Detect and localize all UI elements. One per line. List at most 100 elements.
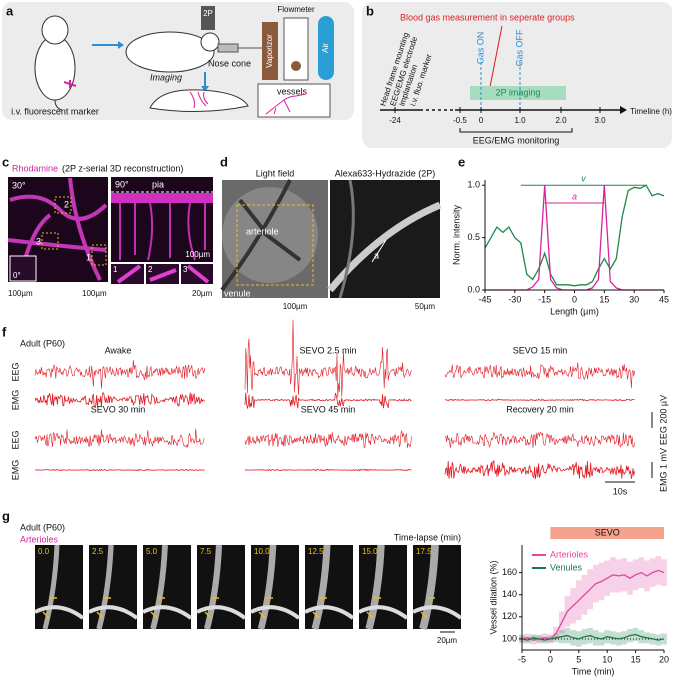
image-title: Alexa633-Hydrazide (2P)	[335, 168, 436, 178]
x-tick-label: -15	[538, 294, 551, 304]
trace	[444, 362, 635, 389]
scale-label: 100µm	[82, 289, 107, 298]
nose-cone	[217, 43, 239, 53]
timeline-title: Timeline (h)	[630, 107, 672, 116]
age-label: Adult (P60)	[20, 522, 65, 532]
vessel	[34, 605, 85, 620]
monitoring-bracket	[459, 128, 573, 133]
vessel	[338, 179, 355, 299]
y-tick-label: 0.5	[467, 232, 480, 242]
vessel	[116, 264, 210, 284]
frame-label: 7.5	[200, 547, 212, 556]
frame-label: 10.0	[254, 547, 270, 556]
mouse-body	[34, 35, 76, 101]
y-axis-title: Vessel dilation (%)	[488, 560, 498, 634]
frame-label: 17.5	[416, 547, 432, 556]
imaging-bar	[470, 86, 566, 100]
y-tick-label: 160	[502, 567, 517, 577]
vessels-box	[257, 83, 331, 118]
gas-line	[480, 62, 521, 108]
x-tick-label: 20	[659, 654, 669, 664]
x-tick-label: 15	[599, 294, 609, 304]
venule-label: venule	[224, 288, 251, 298]
vessel	[412, 605, 463, 620]
arrow-head	[620, 106, 627, 114]
vessel	[304, 605, 355, 620]
roi	[91, 244, 107, 266]
scale-label: 100µm	[283, 302, 308, 311]
panel-label: d	[220, 154, 228, 169]
x-tick-label: -5	[518, 654, 526, 664]
trace	[34, 391, 205, 408]
vessel-tree	[265, 93, 307, 115]
marker	[258, 597, 273, 619]
air-tank	[318, 16, 334, 80]
microscope	[201, 6, 215, 30]
line-profile	[371, 239, 387, 263]
trace	[34, 428, 205, 448]
frames: 0.0 2.5 5.0 7.5 10.0 12.5 15.0 17.5	[34, 544, 463, 630]
gas-off-label: Gas OFF	[514, 29, 524, 67]
panel-label: c	[2, 154, 9, 169]
x-tick-label: 0	[548, 654, 553, 664]
vessel	[311, 544, 331, 630]
vaporizor-label: Vaporizor	[265, 34, 274, 68]
mouse-side-head	[200, 32, 220, 52]
blood-gas-arrow	[488, 25, 503, 93]
marker	[96, 597, 111, 619]
frame-label: 15.0	[362, 547, 378, 556]
frame	[89, 545, 137, 629]
trace	[244, 392, 412, 410]
vessel	[358, 605, 409, 620]
scale-label: 20µm	[437, 636, 458, 645]
timeline-tick-label: 0	[479, 116, 484, 125]
series-line	[484, 184, 665, 287]
vessels-label: vessels	[277, 86, 308, 96]
mouse-side	[125, 31, 215, 73]
frame	[35, 545, 83, 629]
brain	[149, 89, 249, 113]
monitoring-label: EEG/EMG monitoring	[473, 135, 560, 145]
arrow-head	[201, 86, 209, 92]
y-tick-label: 140	[502, 589, 517, 599]
period-label: SEVO	[595, 527, 620, 537]
x-tick-label: 5	[576, 654, 581, 664]
vessel	[203, 544, 223, 630]
condition-label: SEVO 2.5 min	[299, 345, 356, 355]
inset-label: 2	[148, 265, 153, 274]
angle-label: 0°	[13, 271, 21, 280]
nose-cone-label: Nose cone	[208, 58, 251, 68]
arrow-head	[118, 41, 124, 49]
timeline-ticks: -24 -0.5 0 1.0 2.0 3.0	[389, 107, 606, 125]
trace	[444, 460, 635, 480]
series-line	[521, 569, 665, 641]
panel-label: a	[6, 3, 14, 18]
y-tick-label: 0.0	[467, 284, 480, 294]
marker-label: i.v. fluorescent marker	[11, 106, 99, 116]
timeline-tick-label: 1.0	[514, 116, 526, 125]
pia-label: pia	[152, 179, 164, 189]
timeline-tick-label: -0.5	[453, 116, 467, 125]
y-tick-label: 100	[502, 633, 517, 643]
panel-label: f	[2, 324, 7, 339]
vessel	[119, 202, 206, 261]
row-label: EMG	[10, 460, 20, 481]
y-axis-title: Norm. intensity	[451, 204, 461, 265]
vessel	[196, 605, 247, 620]
pia-surface	[111, 193, 213, 203]
angle-label: 30°	[12, 180, 26, 190]
x-tick-label: 30	[629, 294, 639, 304]
angle-label: 90°	[115, 179, 129, 189]
frame-label: 12.5	[308, 547, 324, 556]
annotation-label: v	[581, 174, 586, 184]
condition-label: Recovery 20 min	[506, 404, 574, 414]
x-tick-label: -45	[478, 294, 491, 304]
y-tick-label: 1.0	[467, 180, 480, 190]
vessel	[365, 544, 385, 630]
scale-label: 50µm	[415, 302, 436, 311]
x-tick-label: 0	[572, 294, 577, 304]
condition-label: SEVO 30 min	[91, 404, 146, 414]
air-label: Air	[321, 43, 330, 53]
trace	[444, 431, 635, 449]
